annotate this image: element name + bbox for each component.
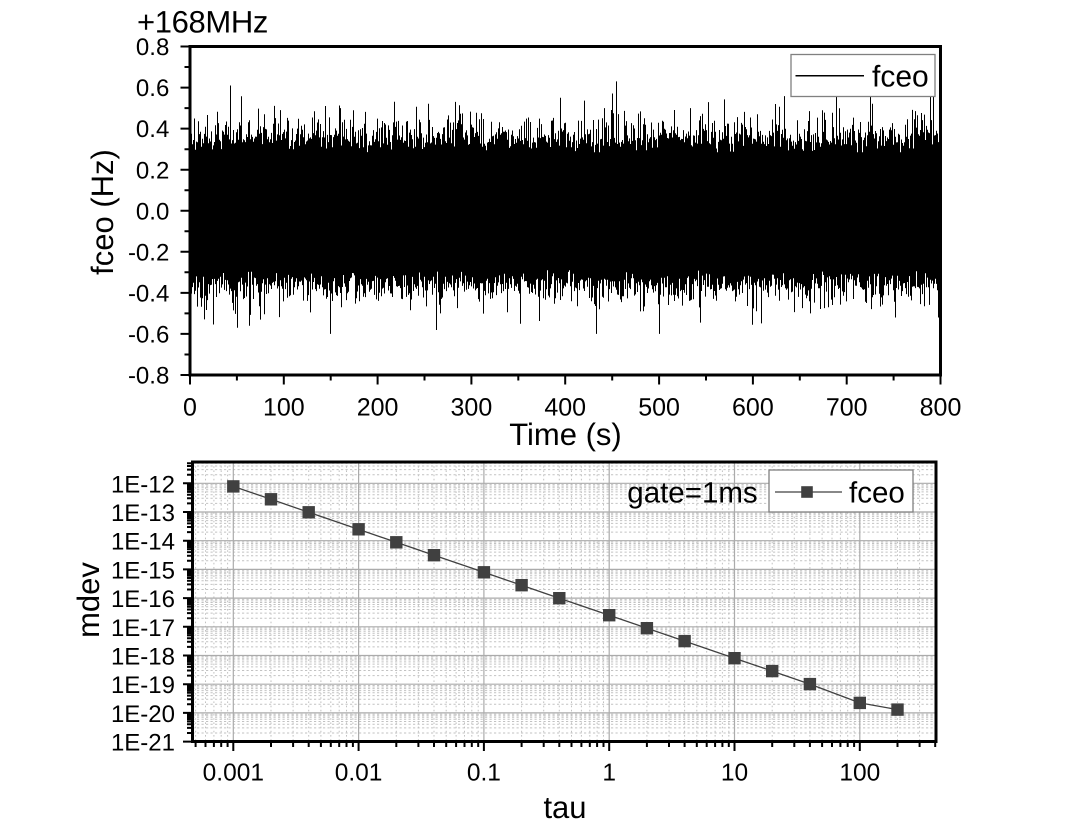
svg-text:500: 500 (638, 393, 680, 421)
svg-text:0.001: 0.001 (203, 760, 264, 787)
svg-text:0: 0 (183, 393, 197, 421)
svg-text:300: 300 (451, 393, 493, 421)
svg-text:1E-15: 1E-15 (111, 557, 175, 584)
svg-text:1E-12: 1E-12 (111, 471, 175, 498)
svg-text:700: 700 (826, 393, 868, 421)
svg-text:0.01: 0.01 (335, 760, 383, 787)
svg-text:0.0: 0.0 (136, 198, 169, 225)
svg-text:0.1: 0.1 (467, 760, 501, 787)
svg-text:10: 10 (721, 760, 748, 787)
svg-text:1: 1 (602, 760, 616, 787)
svg-text:-0.2: -0.2 (128, 239, 169, 266)
svg-text:mdev: mdev (71, 562, 106, 638)
svg-text:1E-16: 1E-16 (111, 586, 175, 613)
svg-text:tau: tau (543, 790, 586, 825)
svg-text:-0.4: -0.4 (128, 281, 169, 308)
svg-text:-0.6: -0.6 (128, 322, 169, 349)
svg-text:1E-17: 1E-17 (111, 615, 175, 642)
svg-text:800: 800 (920, 393, 962, 421)
svg-text:100: 100 (839, 760, 880, 787)
svg-text:200: 200 (357, 393, 399, 421)
svg-text:0.8: 0.8 (136, 34, 169, 61)
svg-text:+168MHz: +168MHz (137, 4, 268, 39)
svg-text:1E-19: 1E-19 (111, 672, 175, 699)
svg-text:Time (s): Time (s) (509, 417, 622, 452)
svg-text:1E-14: 1E-14 (111, 529, 175, 556)
svg-text:400: 400 (544, 393, 586, 421)
svg-text:fceo: fceo (849, 476, 905, 509)
svg-text:1E-20: 1E-20 (111, 701, 175, 728)
svg-text:1E-21: 1E-21 (111, 730, 175, 757)
svg-text:600: 600 (732, 393, 774, 421)
svg-text:fceo: fceo (872, 61, 929, 94)
svg-text:1E-13: 1E-13 (111, 500, 175, 527)
svg-text:0.6: 0.6 (136, 75, 169, 102)
svg-text:gate=1ms: gate=1ms (627, 476, 757, 509)
svg-text:0.4: 0.4 (136, 116, 169, 143)
svg-text:-0.8: -0.8 (128, 363, 169, 390)
svg-text:1E-18: 1E-18 (111, 644, 175, 671)
svg-text:fceo (Hz): fceo (Hz) (85, 149, 120, 275)
svg-text:100: 100 (263, 393, 305, 421)
svg-text:0.2: 0.2 (136, 157, 169, 184)
